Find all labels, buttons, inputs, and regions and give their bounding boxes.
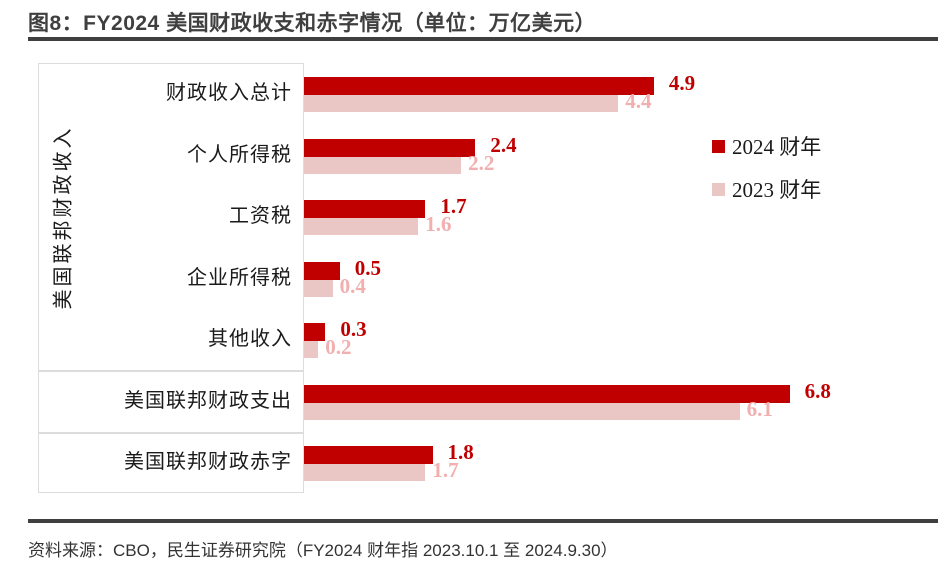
value-label-fy2024: 2.4 [490,132,517,157]
bar-fy2023 [304,402,740,420]
value-label-fy2023: 4.4 [625,89,652,113]
bar-fy2023 [304,218,419,235]
chart-row: 个人所得税 2.4 2.2 [0,125,949,187]
chart-row: 工资税 1.7 1.6 [0,186,949,248]
bar-fy2024 [304,138,476,157]
group-separator [38,370,304,372]
category-axis-box [38,63,304,493]
value-label-fy2024: 1.8 [447,440,474,464]
chart-title: 图8：FY2024 美国财政收支和赤字情况（单位：万亿美元） [28,12,597,35]
bar-fy2024 [304,77,654,95]
legend-swatch-fy2024-icon [712,139,725,153]
bar-fy2023 [304,341,319,358]
bar-fy2024 [304,446,433,464]
title-underline [28,37,938,41]
value-label-fy2023: 2.2 [468,150,495,175]
chart-row: 其他收入 0.3 0.2 [0,309,949,371]
chart-row: 美国联邦财政赤字 1.8 1.7 [0,432,949,494]
chart-row: 美国联邦财政支出 6.8 6.1 [0,371,949,433]
legend: 2024 财年 2023 财年 [712,133,821,219]
value-label-fy2023: 0.2 [325,335,352,359]
category-label: 企业所得税 [187,266,292,289]
value-label-fy2024: 1.7 [440,194,467,218]
legend-item-fy2024: 2024 财年 [712,133,821,159]
bar-fy2024 [304,384,790,403]
value-label-fy2024: 0.5 [354,255,381,280]
group-separator [38,432,304,434]
chart-rows: 财政收入总计 4.9 4.4 个人所得税 2.4 2.2 工资税 1.7 1.6 企业所得税 0.5… [0,63,949,494]
footer-rule [28,519,938,523]
legend-item-fy2023: 2023 财年 [712,176,821,202]
legend-swatch-fy2023-icon [712,182,725,196]
legend-label-fy2024: 2024 财年 [732,135,822,159]
category-label: 财政收入总计 [166,82,292,104]
bar-chart: 美国联邦财政收入 财政收入总计 4.9 4.4 个人所得税 2.4 2.2 工资税 1.7 1.… [0,63,949,497]
bar-fy2023 [304,95,619,112]
value-label-fy2024: 4.9 [668,71,696,95]
value-label-fy2023: 6.1 [746,396,773,421]
value-label-fy2024: 6.8 [804,378,831,403]
bar-fy2023 [304,156,462,174]
value-label-fy2023: 0.4 [339,273,366,298]
value-label-fy2023: 1.7 [432,458,459,482]
category-label: 其他收入 [208,328,292,350]
bar-fy2024 [304,200,426,218]
bar-fy2023 [304,464,426,481]
bar-fy2023 [304,279,333,297]
value-label-fy2023: 1.6 [425,212,452,236]
chart-row: 财政收入总计 4.9 4.4 [0,63,949,125]
bar-fy2024 [304,261,340,280]
category-label: 美国联邦财政赤字 [124,451,292,473]
category-label: 美国联邦财政支出 [124,389,292,412]
value-label-fy2024: 0.3 [340,317,367,341]
chart-row: 企业所得税 0.5 0.4 [0,248,949,310]
category-label: 个人所得税 [187,143,292,166]
bar-fy2024 [304,323,326,341]
category-label: 工资税 [229,205,292,227]
source-note: 资料来源：CBO，民生证券研究院（FY2024 财年指 2023.10.1 至 … [28,541,618,560]
legend-label-fy2023: 2023 财年 [732,178,822,202]
